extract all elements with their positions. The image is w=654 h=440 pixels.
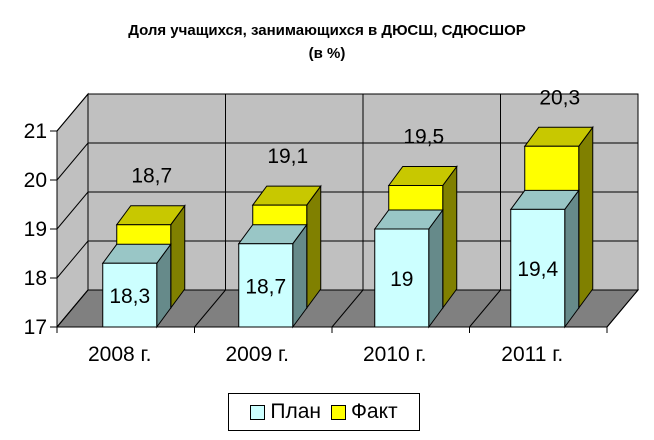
legend-swatch-plan: [250, 404, 266, 420]
y-tick-label: 17: [24, 316, 47, 339]
x-tick-label: 2009 г.: [226, 343, 289, 366]
data-label-plan: 19,4: [517, 258, 558, 281]
data-label-fact: 19,5: [403, 126, 444, 149]
bar-plan-side: [564, 188, 580, 329]
gridline: [56, 93, 638, 132]
bar-plan-front: [238, 243, 294, 328]
bar-fact-side: [442, 164, 458, 310]
floor-divider: [56, 289, 89, 328]
chart-title: Доля учащихся, занимающихся в ДЮСШ, СДЮС…: [128, 22, 526, 39]
floor-divider: [194, 289, 226, 328]
legend-swatch-fact: [330, 404, 346, 420]
y-tick-label: 19: [24, 218, 47, 241]
floor-divider: [469, 289, 501, 328]
data-label-fact: 19,1: [267, 145, 308, 168]
bar-fact-side: [306, 184, 322, 310]
x-tick-label: 2010 г.: [363, 343, 426, 366]
legend-item-fact: Факт: [330, 400, 398, 424]
legend: План Факт: [228, 393, 420, 431]
bar-plan-front: [374, 228, 430, 328]
legend-item-plan: План: [250, 400, 321, 424]
chart-subtitle: (в %): [308, 45, 346, 62]
gridline: [56, 142, 638, 181]
y-tick-label: 21: [24, 120, 47, 143]
bar-plan-side: [428, 208, 444, 329]
bar-fact-side: [578, 125, 594, 310]
data-label-fact: 18,7: [131, 165, 172, 188]
data-label-fact: 20,3: [539, 86, 580, 109]
x-tick-label: 2008 г.: [88, 343, 151, 366]
bar-plan-front: [102, 262, 158, 328]
x-tick-label: 2011 г.: [501, 343, 563, 366]
data-label-plan: 18,7: [245, 275, 286, 298]
legend-label-plan: План: [270, 400, 321, 423]
data-label-plan: 18,3: [109, 285, 150, 308]
data-label-plan: 19: [390, 268, 413, 291]
y-tick-label: 20: [24, 169, 47, 192]
legend-label-fact: Факт: [350, 400, 398, 423]
floor-divider: [331, 289, 364, 328]
floor-divider: [606, 289, 639, 328]
y-tick-label: 18: [24, 267, 47, 290]
bar-plan-front: [510, 208, 566, 328]
